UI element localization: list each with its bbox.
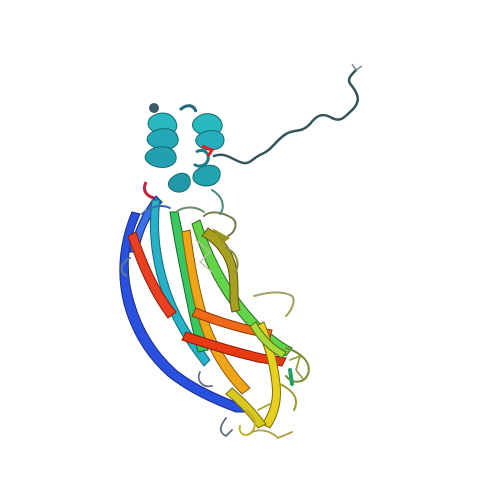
coil-tail bbox=[212, 68, 359, 165]
helix-cluster bbox=[144, 103, 225, 193]
strand-green-2 bbox=[191, 219, 293, 357]
strand-blue bbox=[119, 211, 247, 413]
strand-lime bbox=[249, 321, 287, 359]
strand-red bbox=[127, 231, 177, 319]
strand-yellow-2 bbox=[225, 387, 267, 429]
loop-red-top bbox=[201, 144, 215, 157]
loop-red-left bbox=[142, 181, 155, 200]
coil-tail-end bbox=[351, 63, 363, 71]
loop-coils bbox=[120, 189, 310, 439]
strand-yellow bbox=[255, 321, 281, 429]
strand-olive-2 bbox=[212, 228, 230, 244]
strand-olive bbox=[201, 227, 241, 313]
strand-cyan bbox=[150, 199, 211, 367]
strand-red-2 bbox=[181, 331, 287, 367]
strand-orange bbox=[181, 229, 251, 395]
